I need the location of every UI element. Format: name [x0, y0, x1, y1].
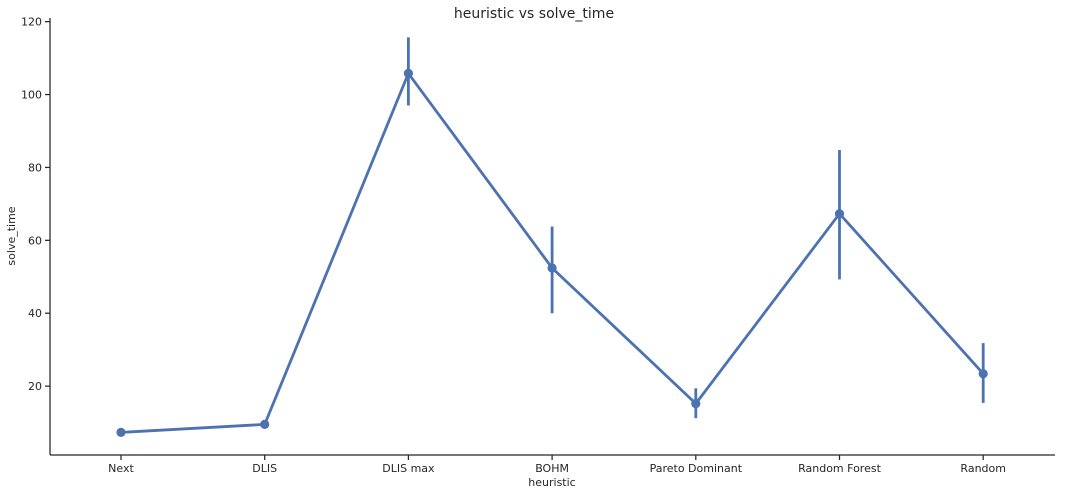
- y-tick-label: 120: [21, 16, 42, 29]
- data-point: [260, 419, 270, 429]
- y-ticks: 20 40 60 80 100 120: [21, 16, 50, 393]
- x-tick-label: DLIS max: [382, 462, 435, 475]
- x-ticks: Next DLIS DLIS max BOHM Pareto Dominant Rando…: [108, 455, 1006, 475]
- y-tick-label: 100: [21, 89, 42, 102]
- y-axis-label: solve_time: [5, 206, 18, 265]
- data-point: [691, 399, 701, 409]
- x-tick-label: BOHM: [535, 462, 569, 475]
- y-tick-label: 60: [28, 234, 42, 247]
- data-point: [547, 263, 557, 273]
- x-tick-label: DLIS: [252, 462, 277, 475]
- data-point: [978, 369, 988, 379]
- chart-title: heuristic vs solve_time: [454, 6, 614, 22]
- y-tick-label: 20: [28, 380, 42, 393]
- data-point: [403, 68, 413, 78]
- data-point: [834, 209, 845, 219]
- data-point: [116, 427, 126, 438]
- x-tick-label: Pareto Dominant: [650, 462, 743, 475]
- y-tick-label: 40: [28, 307, 42, 320]
- x-tick-label: Random: [960, 462, 1006, 475]
- series: [116, 37, 988, 438]
- x-tick-label: Next: [108, 462, 134, 475]
- y-tick-label: 80: [28, 161, 42, 174]
- x-axis-label: heuristic: [528, 476, 575, 489]
- x-tick-label: Random Forest: [798, 462, 881, 475]
